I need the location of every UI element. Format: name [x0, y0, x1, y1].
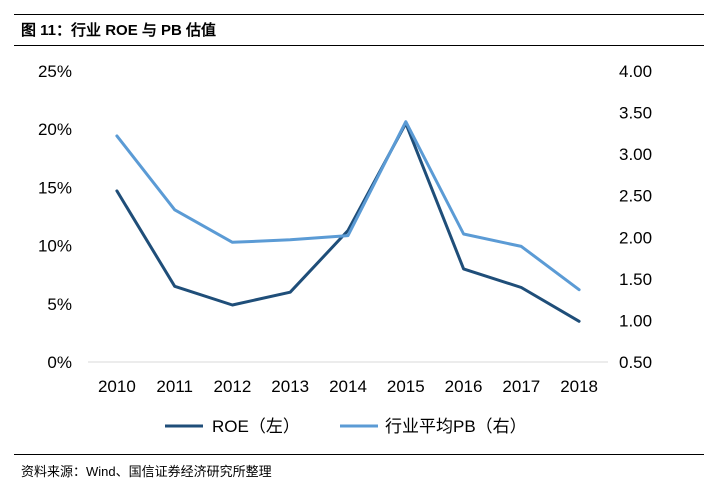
right-tick-label: 2.00	[619, 228, 652, 247]
x-tick-label: 2013	[271, 377, 309, 396]
x-tick-label: 2015	[387, 377, 425, 396]
x-tick-label: 2014	[329, 377, 367, 396]
right-tick-label: 3.00	[619, 145, 652, 164]
x-tick-label: 2010	[98, 377, 136, 396]
legend-label: 行业平均PB（右）	[385, 417, 527, 436]
pb-series-line	[115, 120, 581, 292]
figure-title: 图 11：行业 ROE 与 PB 估值	[21, 22, 217, 39]
series-lines	[115, 120, 581, 323]
top-rule	[14, 14, 704, 15]
x-tick-label: 2018	[560, 377, 598, 396]
left-tick-label: 15%	[38, 178, 72, 197]
x-axis: 2010 2011 2012 2013 2014 2015 2016 2017 2018	[98, 377, 598, 396]
right-tick-label: 4.00	[619, 62, 652, 81]
left-tick-label: 5%	[47, 295, 72, 314]
legend-label: ROE（左）	[212, 417, 300, 436]
x-tick-label: 2011	[156, 377, 193, 396]
bottom-rule	[14, 454, 704, 455]
right-tick-label: 2.50	[619, 187, 652, 206]
right-tick-label: 1.00	[619, 311, 652, 330]
roe-series-line	[115, 121, 581, 323]
right-tick-label: 1.50	[619, 270, 652, 289]
x-tick-label: 2017	[502, 377, 540, 396]
x-tick-label: 2012	[214, 377, 252, 396]
title-rule	[14, 45, 704, 46]
right-tick-label: 0.50	[619, 353, 652, 372]
left-tick-label: 0%	[47, 353, 72, 372]
left-tick-label: 10%	[38, 237, 72, 256]
left-tick-label: 20%	[38, 120, 72, 139]
legend: ROE（左） 行业平均PB（右）	[165, 417, 527, 436]
left-axis: 0% 5% 10% 15% 20% 25%	[38, 62, 72, 372]
left-tick-label: 25%	[38, 62, 72, 81]
x-tick-label: 2016	[445, 377, 483, 396]
right-axis: 0.50 1.00 1.50 2.00 2.50 3.00 3.50 4.00	[619, 62, 652, 372]
right-tick-label: 3.50	[619, 104, 652, 123]
source-note: 资料来源：Wind、国信证券经济研究所整理	[21, 464, 272, 479]
